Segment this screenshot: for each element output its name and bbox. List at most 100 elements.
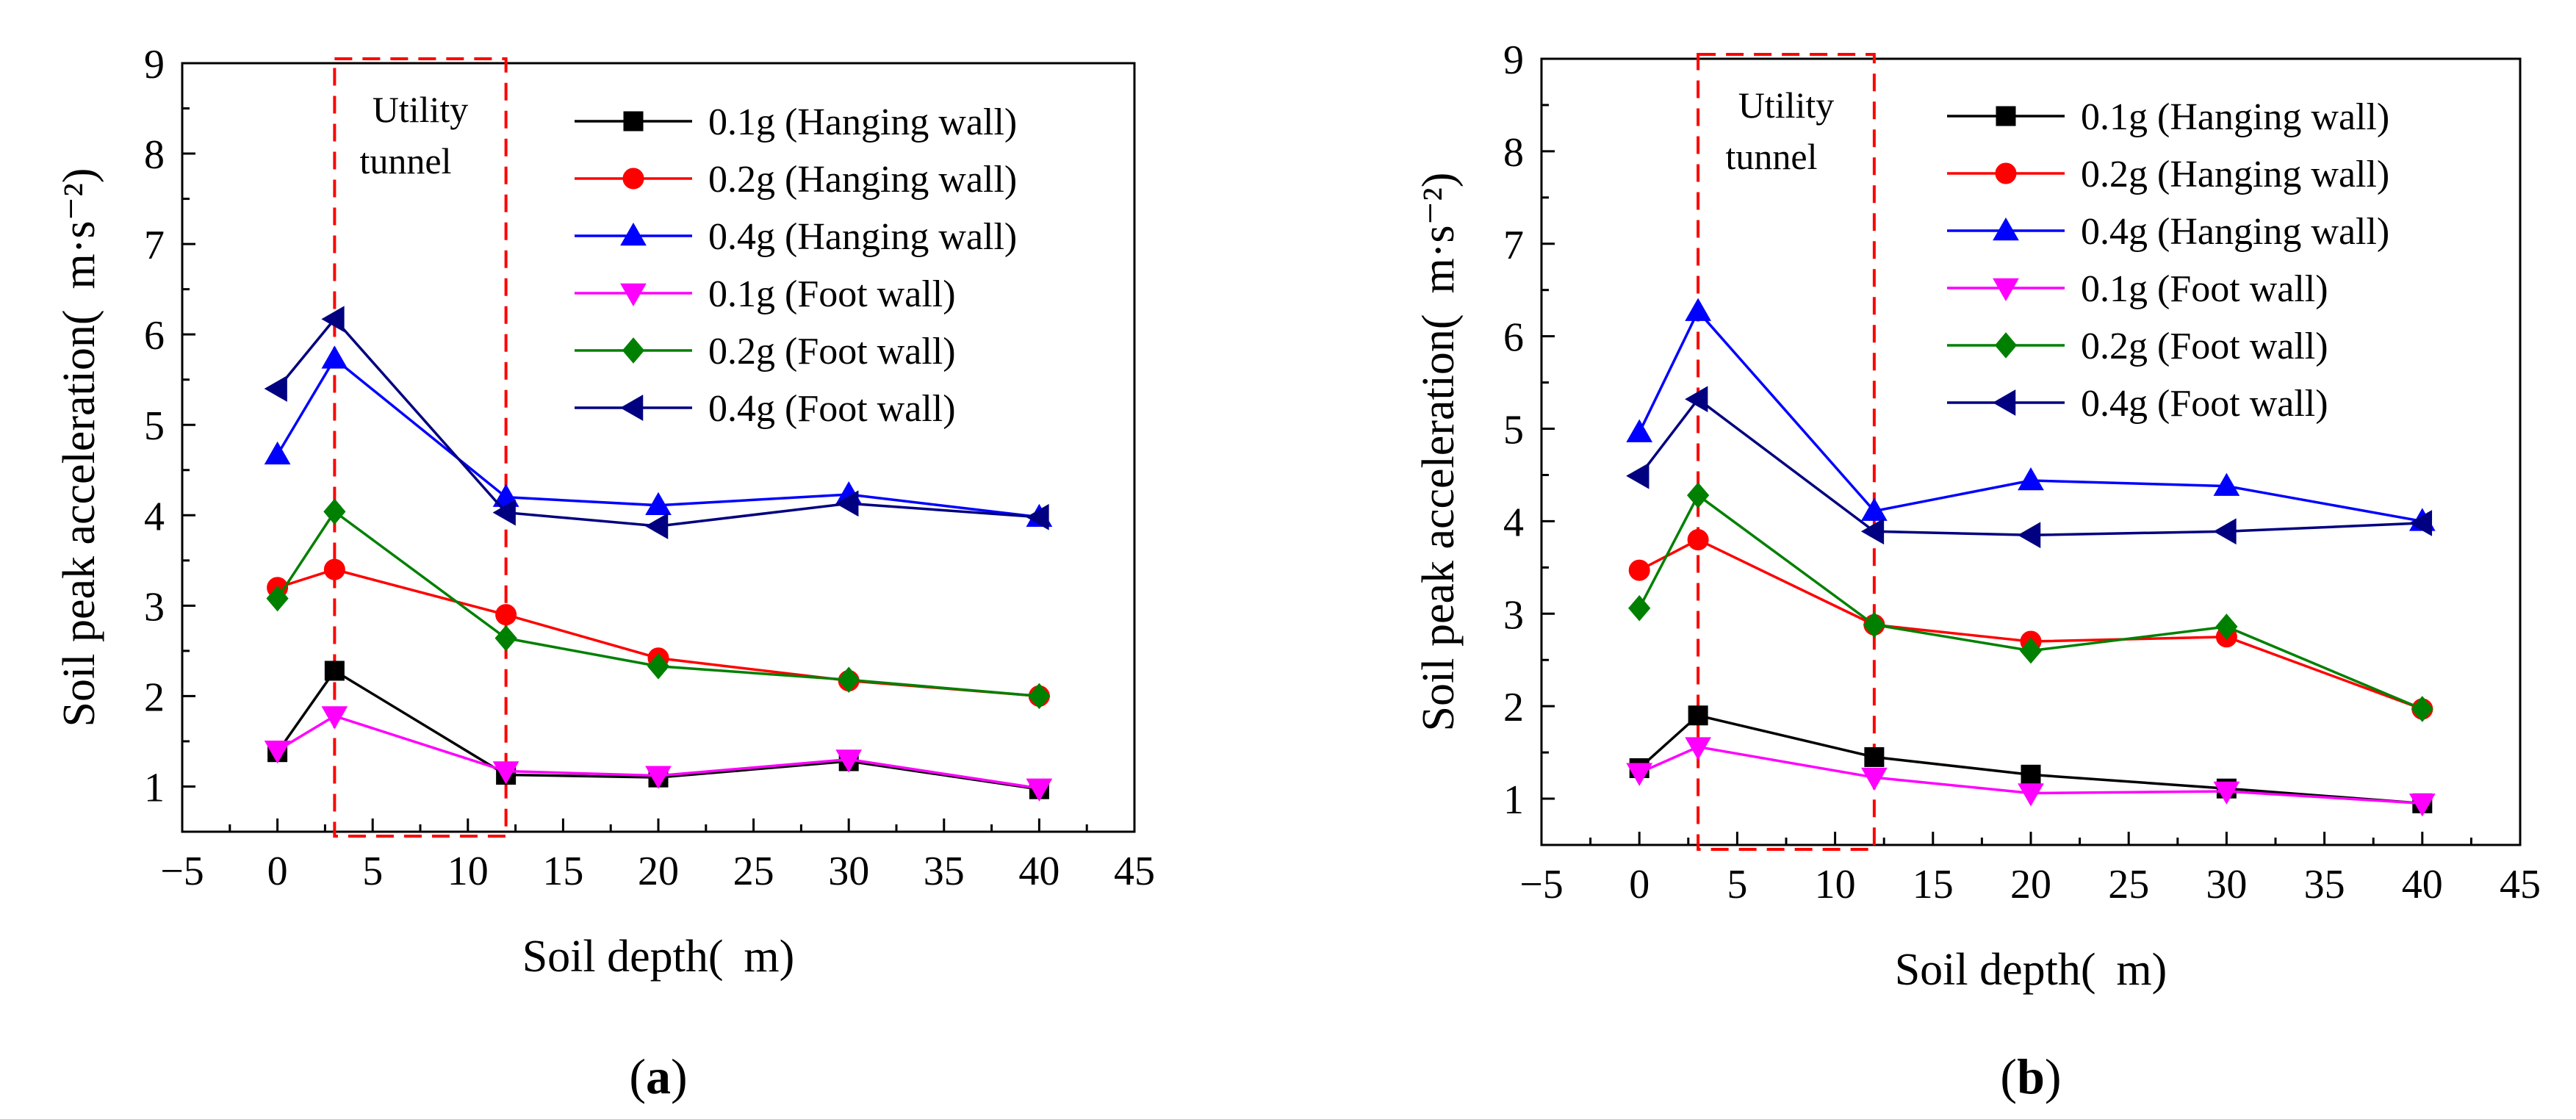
panel-b-series-4-point: [2018, 783, 2044, 807]
panel-b-legend-marker-6: [1992, 389, 2016, 416]
panel-a-y-tick-label: 7: [144, 223, 165, 268]
panel-a-series-5-point: [266, 585, 289, 612]
panel-b-series-4-point: [2408, 794, 2436, 817]
panel-a-legend-marker-3: [620, 222, 647, 246]
panel-a-legend-label-3: 0.4g (Hanging wall): [708, 216, 1017, 258]
panel-a-x-tick-label: 10: [447, 849, 489, 894]
panel-a-series-6-point: [264, 375, 287, 402]
panel-a-y-tick-label: 1: [144, 765, 165, 810]
panel-b-y-tick-label: 8: [1503, 130, 1524, 176]
panel-b-series-line-6: [1638, 397, 2422, 537]
panel-b-x-tick-label: 0: [1629, 862, 1649, 907]
panel-b-series-6-point: [1685, 386, 1708, 413]
panel-b-series-6-point: [1860, 518, 1885, 545]
panel-a-series-6-point: [492, 499, 516, 526]
panel-a-x-tick-label: 30: [828, 849, 869, 894]
panel-a-series-line-5: [276, 509, 1040, 698]
panel-b-x-tick-label: 20: [2010, 862, 2051, 907]
panel-b-y-tick-label: 2: [1503, 685, 1524, 730]
panel-a-legend-marker-6: [619, 395, 644, 421]
panel-b-tunnel-label-line1: Utility: [1738, 84, 1835, 126]
panel-a-series-line-1: [276, 669, 1040, 791]
panel-b-series-4-point: [1861, 767, 1888, 791]
panel-b-series-3-point: [2213, 472, 2240, 496]
panel-b-legend-marker-3: [1993, 217, 2019, 241]
panel-a-series-5-point: [1028, 683, 1051, 710]
panel-a-series-line-4: [276, 714, 1040, 790]
panel-a-x-tick-label: 45: [1114, 849, 1155, 894]
panel-a-y-tick-label: 3: [144, 584, 165, 630]
panel-a-series-4-point: [1026, 778, 1053, 802]
panel-b-utility-tunnel-region: [1697, 53, 1876, 851]
panel-a-x-tick-label: 40: [1018, 849, 1059, 894]
panel-a-series-line-3: [276, 356, 1040, 519]
panel-b-x-tick-label: 30: [2206, 862, 2247, 907]
panel-b-legend-label-4: 0.1g (Foot wall): [2081, 268, 2328, 310]
panel-a-series-6-point: [644, 513, 669, 539]
panel-a-legend-marker-2: [622, 168, 644, 190]
panel-a-series-5-point: [494, 625, 517, 652]
panel-a-legend-label-4: 0.1g (Foot wall): [708, 273, 956, 315]
panel-a-series-2-point: [323, 558, 345, 580]
panel-b-x-tick-label: 45: [2500, 862, 2541, 907]
panel-a-legend-label-1: 0.1g (Hanging wall): [708, 101, 1017, 143]
panel-a-series-6-point: [1026, 503, 1049, 530]
panel-b-series-5-point: [1863, 611, 1885, 638]
panel-b-x-tick-label: 10: [1815, 862, 1856, 907]
panel-a-x-tick-label: 0: [267, 849, 288, 894]
panel-a-legend-marker-4: [620, 283, 647, 307]
panel-a-series-4-point: [492, 761, 519, 785]
panel-a-series-line-6: [276, 317, 1040, 528]
panel-b-x-tick-label: 25: [2108, 862, 2149, 907]
panel-a-y-tick-label: 6: [144, 313, 165, 359]
panel-a-x-tick-label: 15: [542, 849, 583, 894]
panel-b-series-5-point: [2215, 614, 2238, 640]
panel-b-y-tick-label: 6: [1503, 315, 1524, 361]
panel-b-series-2-point: [1687, 529, 1709, 551]
panel-b-series-3-point: [2018, 467, 2044, 491]
panel-b-series-6-point: [2408, 510, 2433, 536]
panel-b-series-line-5: [1638, 493, 2423, 710]
panel-a-series-2-point: [495, 604, 517, 626]
panel-b-legend-label-1: 0.1g (Hanging wall): [2081, 96, 2389, 138]
panel-a-x-tick-label: 25: [733, 849, 774, 894]
panel-a-y-tick-label: 5: [144, 403, 165, 449]
panel-a-x-tick-label: 35: [924, 849, 965, 894]
panel-b-legend-marker-1: [1996, 106, 2016, 126]
panel-b-series-1-point: [2021, 764, 2041, 785]
panel-a-series-4-point: [645, 766, 672, 789]
panel-a-y-axis-title: Soil peak acceleration( m·s⁻²): [54, 168, 104, 727]
panel-a-utility-tunnel-region: [333, 57, 508, 838]
panel-b-series-3-point: [1626, 419, 1653, 442]
panel-b-panel-label: (b): [2000, 1048, 2061, 1104]
panel-b-x-tick-label: 40: [2402, 862, 2443, 907]
panel-b-x-tick-label: −5: [1519, 862, 1564, 907]
panel-a-y-tick-label: 2: [144, 674, 165, 720]
panel-a-series-4-point: [321, 706, 348, 730]
panel-b-series-5-point: [1628, 594, 1651, 622]
panel-a-series-6-point: [321, 306, 345, 333]
panel-a-series-4-point: [264, 740, 291, 764]
panel-b-legend-marker-4: [1993, 278, 2019, 302]
panel-a-legend-marker-5: [622, 337, 645, 364]
panel-b-series-5-point: [1687, 482, 1710, 508]
panel-b-y-tick-label: 9: [1503, 37, 1524, 83]
panel-b-series-6-point: [1626, 462, 1649, 489]
panel-a-series-4-point: [835, 749, 863, 773]
panel-b-series-6-point: [2213, 518, 2237, 545]
panel-a-x-axis-title: Soil depth( m): [522, 932, 795, 982]
panel-a-series-1-point: [324, 661, 345, 681]
panel-b-x-axis-title: Soil depth( m): [1895, 945, 2167, 995]
panel-a-series-5-point: [647, 653, 670, 680]
panel-a-series-6-point: [835, 490, 859, 517]
panel-b-legend-label-6: 0.4g (Foot wall): [2081, 383, 2328, 425]
panel-b-series-line-3: [1638, 309, 2423, 523]
panel-b-x-tick-label: 35: [2304, 862, 2345, 907]
panel-a-series-5-point: [323, 498, 346, 525]
panel-a-tunnel-label-line2: tunnel: [360, 140, 452, 181]
panel-a-legend-label-2: 0.2g (Hanging wall): [708, 159, 1017, 201]
panel-b-y-axis-title: Soil peak acceleration( m·s⁻²): [1414, 173, 1464, 732]
